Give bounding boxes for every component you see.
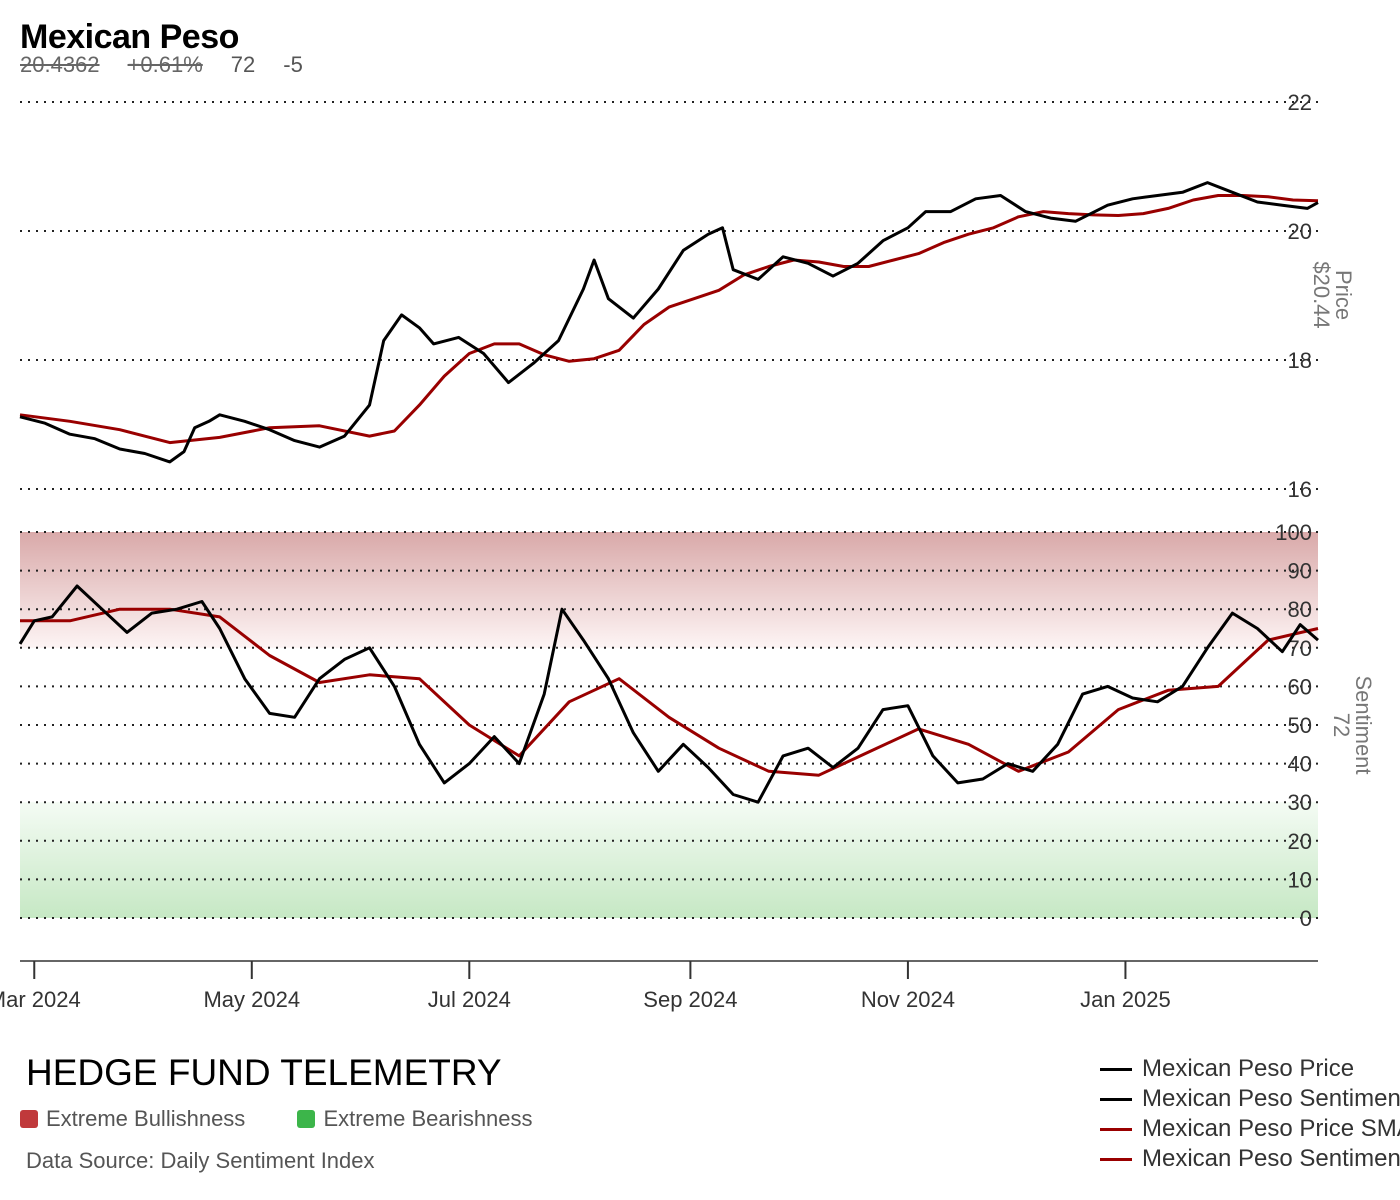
x-axis-tick-label: Jan 2025: [1080, 987, 1171, 1012]
x-axis-tick-label: Mar 2024: [0, 987, 81, 1012]
price-tick-label: 22: [1288, 90, 1312, 115]
zone-bear-item: Extreme Bearishness: [297, 1106, 533, 1132]
zone-bear-label: Extreme Bearishness: [323, 1106, 533, 1131]
price-tick-label: 20: [1288, 219, 1312, 244]
sentiment-tick-label: 50: [1288, 713, 1312, 738]
sentiment-tick-label: 30: [1288, 790, 1312, 815]
legend-label: Mexican Peso Sentiment SMA: [1142, 1145, 1400, 1172]
legend-item-sentiment[interactable]: Mexican Peso Sentiment: [1100, 1084, 1400, 1114]
legend-label: Mexican Peso Sentiment: [1142, 1085, 1400, 1112]
last-price: 20.4362: [20, 52, 100, 77]
price-sma-line: [19, 194, 1319, 445]
x-axis-tick-label: Jul 2024: [428, 987, 511, 1012]
legend-item-price[interactable]: Mexican Peso Price: [1100, 1054, 1400, 1084]
bearish-zone-band: [20, 802, 1318, 918]
sentiment-tick-label: 40: [1288, 752, 1312, 777]
zone-bull-item: Extreme Bullishness: [20, 1106, 245, 1132]
price-line: [19, 181, 1319, 464]
data-source-note: Data Source: Daily Sentiment Index: [26, 1148, 375, 1173]
sentiment-change: -5: [283, 52, 303, 77]
price-change: +0.61%: [127, 52, 203, 77]
chart-title: Mexican Peso: [20, 18, 239, 56]
zone-bull-label: Extreme Bullishness: [46, 1106, 246, 1131]
zone-key: Extreme Bullishness Extreme Bearishness: [20, 1106, 579, 1134]
quote-summary: 20.4362 +0.61% 72 -5: [20, 52, 331, 78]
legend-item-sentiment-sma[interactable]: Mexican Peso Sentiment SMA: [1100, 1144, 1400, 1174]
sentiment-reading: 72: [230, 52, 256, 77]
x-axis-tick-label: Sep 2024: [643, 987, 737, 1012]
bullish-zone-band: [20, 532, 1318, 648]
price-axis-last-value: $20.44: [1309, 261, 1334, 328]
price-tick-label: 18: [1288, 348, 1312, 373]
x-axis-tick-label: Nov 2024: [861, 987, 955, 1012]
legend-swatch: [1100, 1067, 1132, 1071]
sentiment-sma-line: [20, 607, 1319, 777]
sentiment-tick-label: 10: [1288, 867, 1312, 892]
legend-label: Mexican Peso Price: [1142, 1055, 1355, 1082]
sentiment-axis-last-value: 72: [1329, 713, 1354, 737]
legend-label: Mexican Peso Price SMA: [1142, 1115, 1400, 1142]
sentiment-tick-label: 60: [1288, 674, 1312, 699]
sentiment-axis-title: Sentiment: [1351, 675, 1376, 774]
zone-bull-swatch: [20, 1110, 38, 1128]
legend-swatch: [1100, 1157, 1132, 1161]
chart-legend: Mexican Peso Price Mexican Peso Sentimen…: [1100, 1054, 1400, 1174]
sentiment-tick-label: 100: [1275, 520, 1312, 545]
legend-swatch: [1100, 1127, 1132, 1131]
price-tick-label: 16: [1288, 477, 1312, 502]
price-axis-title: Price: [1331, 270, 1356, 320]
sentiment-tick-label: 0: [1300, 906, 1312, 931]
sentiment-tick-label: 20: [1288, 829, 1312, 854]
x-axis-tick-label: May 2024: [203, 987, 300, 1012]
sentiment-tick-label: 80: [1288, 597, 1312, 622]
legend-swatch: [1100, 1097, 1132, 1101]
sentiment-tick-label: 90: [1288, 559, 1312, 584]
brand-name: HEDGE FUND TELEMETRY: [26, 1052, 502, 1093]
zone-bear-swatch: [297, 1110, 316, 1128]
sentiment-line: [18, 584, 1319, 804]
legend-item-price-sma[interactable]: Mexican Peso Price SMA: [1100, 1114, 1400, 1144]
